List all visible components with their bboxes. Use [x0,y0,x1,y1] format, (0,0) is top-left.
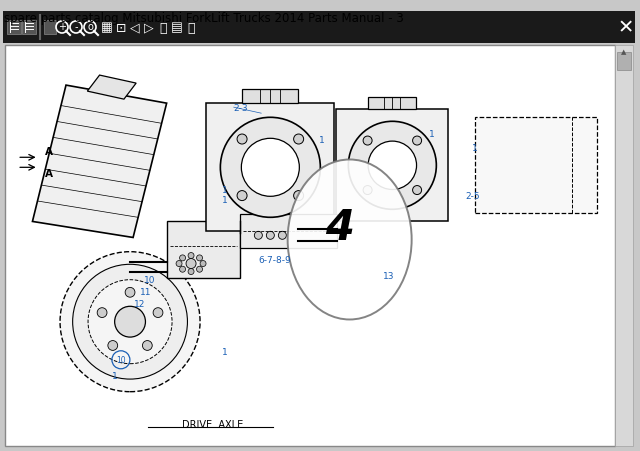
Circle shape [348,122,436,210]
Text: o: o [87,22,93,32]
Circle shape [108,341,118,350]
Circle shape [220,118,321,218]
Bar [44,21,56,35]
Text: 6-7-8-9: 6-7-8-9 [258,255,291,264]
Circle shape [368,142,417,190]
Circle shape [188,269,194,275]
Text: 10: 10 [144,276,156,285]
Bar [243,90,298,104]
Bar [5,46,615,446]
Bar [615,46,633,446]
Circle shape [237,191,247,201]
Text: ⬛: ⬛ [188,22,195,34]
Bar [3,12,635,44]
Bar [7,21,21,35]
Circle shape [188,253,194,259]
Text: ▦: ▦ [101,22,113,34]
Circle shape [88,280,172,364]
Circle shape [266,232,275,240]
Circle shape [294,135,303,145]
Text: 11: 11 [140,287,152,296]
Circle shape [241,139,300,197]
Circle shape [73,265,188,379]
Polygon shape [87,76,136,100]
Circle shape [115,307,145,337]
Bar [22,21,36,35]
Circle shape [278,232,286,240]
Circle shape [254,232,262,240]
Text: ✋: ✋ [159,22,167,34]
Text: 1: 1 [221,195,227,204]
Text: ▲: ▲ [621,49,627,55]
Circle shape [143,341,152,350]
Text: 4: 4 [325,207,354,249]
Text: spare parts catalog Mitsubishi ForkLift Trucks 2014 Parts Manual - 3: spare parts catalog Mitsubishi ForkLift … [4,12,404,25]
Text: ⊡: ⊡ [116,22,126,34]
Text: ✕: ✕ [618,18,634,37]
Bar [166,222,240,278]
Bar [475,118,596,214]
Circle shape [363,186,372,195]
Circle shape [237,135,247,145]
Text: 1: 1 [472,143,477,152]
Bar [369,98,417,110]
Circle shape [176,261,182,267]
Bar [617,53,631,71]
Text: 10: 10 [116,355,125,364]
Text: A: A [45,147,52,157]
Circle shape [413,137,422,146]
Circle shape [200,261,206,267]
Text: ▤: ▤ [171,22,183,34]
Text: 12: 12 [134,299,146,308]
Circle shape [196,255,202,261]
Text: 1: 1 [429,129,435,138]
Text: 1: 1 [221,347,227,356]
Bar [206,104,334,232]
Text: 1: 1 [221,185,227,194]
Text: -: - [74,22,77,32]
Text: 2-5: 2-5 [465,192,480,200]
Circle shape [186,259,196,269]
Circle shape [196,267,202,272]
Circle shape [180,255,186,261]
Circle shape [125,288,135,298]
Text: A: A [45,169,52,179]
Bar [240,215,337,248]
Polygon shape [33,86,166,238]
Text: ◁: ◁ [130,22,140,34]
Circle shape [153,308,163,318]
Circle shape [180,267,186,272]
Circle shape [60,252,200,392]
Text: 1: 1 [319,135,325,144]
Circle shape [294,191,303,201]
Text: +: + [58,22,66,32]
Circle shape [413,186,422,195]
Bar [337,110,449,222]
Circle shape [97,308,107,318]
Text: 1: 1 [112,372,118,381]
Text: ▷: ▷ [144,22,154,34]
Text: DRIVE  AXLE: DRIVE AXLE [182,419,243,429]
Text: 2-3: 2-3 [234,103,248,112]
Ellipse shape [287,160,412,320]
Circle shape [363,137,372,146]
Text: 13: 13 [383,272,395,281]
